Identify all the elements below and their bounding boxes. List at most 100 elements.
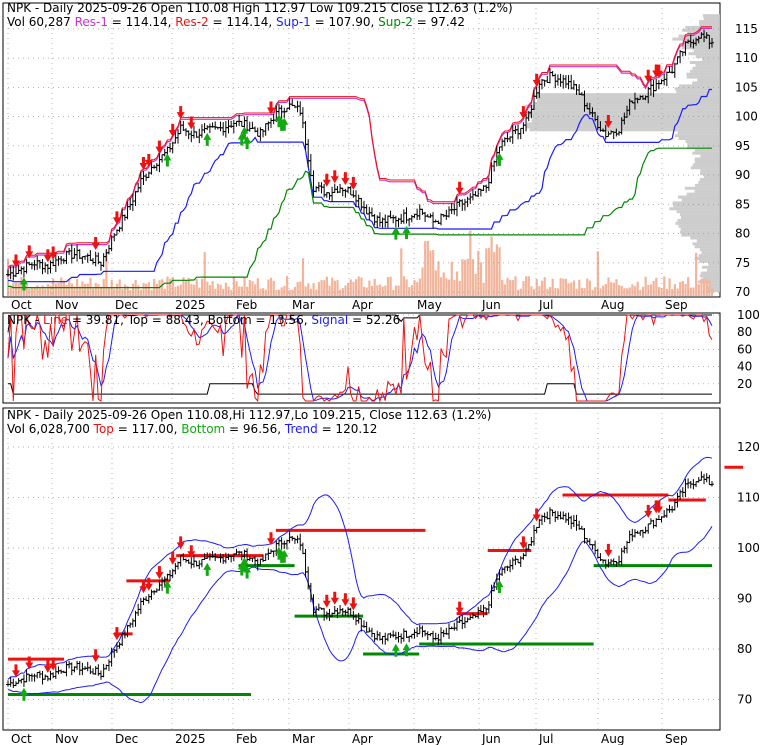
trend-x-tick-label: Oct	[11, 732, 32, 745]
volume-profile-bar	[677, 218, 720, 222]
volume-bar	[38, 288, 42, 296]
sell-arrow	[519, 106, 528, 120]
volume-bar	[386, 277, 390, 296]
trend-sell-arrow	[155, 566, 164, 580]
trend-y-tick-label: 80	[737, 642, 752, 656]
sell-arrow	[187, 116, 196, 130]
volume-bar	[564, 278, 568, 296]
volume-profile-bar	[690, 166, 720, 170]
volume-bar	[49, 285, 52, 296]
price-header-line1: NPK - Daily 2025-09-26 Open 110.08 High …	[7, 1, 513, 15]
volume-bar	[687, 277, 690, 296]
price-y-tick-label: 100	[735, 110, 758, 124]
trend-sell-arrow	[187, 545, 196, 559]
sell-arrow	[341, 172, 350, 186]
sell-arrow	[532, 73, 541, 87]
price-legend-run-1: Res-1	[75, 15, 108, 29]
volume-profile-bar	[706, 289, 720, 293]
volume-bar	[187, 277, 190, 296]
sell-arrow	[91, 237, 100, 251]
volume-bar	[81, 281, 84, 296]
trend-sell-arrow	[349, 597, 358, 611]
volume-profile-bar	[676, 210, 720, 214]
volume-bar	[647, 285, 650, 296]
volume-bar	[453, 280, 456, 296]
volume-bar	[65, 284, 68, 296]
volume-bar	[607, 277, 610, 296]
trend-sell-arrow	[519, 536, 528, 550]
volume-profile-bar	[692, 81, 720, 85]
volume-profile-bar	[694, 189, 720, 193]
volume-bar	[450, 261, 453, 296]
volume-bar	[288, 289, 291, 296]
volume-bar	[649, 284, 653, 296]
volume-bar	[540, 280, 544, 296]
volume-bar	[503, 284, 506, 296]
price-x-axis: Oct Nov Dec 2025 Feb Mar Apr May Jun Jul Aug Sep	[11, 298, 688, 312]
volume-profile-bar	[684, 186, 720, 190]
volume-bar	[352, 281, 355, 296]
volume-bar	[711, 288, 714, 296]
volume-bar	[437, 261, 440, 296]
volume-bar	[296, 282, 299, 296]
volume-profile-bar	[677, 195, 720, 199]
volume-bar	[392, 289, 395, 296]
volume-profile-bar	[698, 254, 720, 258]
price-x-tick-label: Aug	[601, 298, 624, 312]
volume-bar	[495, 244, 499, 296]
volume-bar	[270, 277, 273, 296]
volume-bar	[421, 267, 424, 296]
volume-profile-bar	[700, 154, 720, 158]
volume-bar	[84, 283, 87, 296]
volume-bar	[546, 288, 549, 296]
trend-legend-run-2: = 117.00,	[114, 422, 181, 436]
volume-bar	[522, 281, 525, 296]
sell-arrow	[654, 64, 663, 78]
volume-bar	[211, 281, 214, 296]
volume-bar	[20, 276, 23, 296]
volume-bar	[514, 276, 517, 296]
volume-bar	[498, 247, 501, 296]
volume-bar	[365, 287, 368, 296]
volume-bar	[131, 283, 135, 296]
volume-bar	[251, 281, 254, 296]
volume-bar	[107, 287, 111, 296]
volume-bar	[376, 285, 379, 296]
volume-profile-bar	[699, 274, 720, 278]
volume-bar	[256, 278, 259, 296]
volume-bar	[190, 284, 193, 296]
volume-bar	[285, 276, 289, 296]
volume-profile-bar	[694, 160, 720, 164]
volume-bar	[46, 284, 50, 296]
oscillator-legend-run-2: = 39.81,	[68, 313, 128, 327]
trend-lines	[7, 456, 713, 704]
sell-arrow	[139, 157, 148, 171]
volume-bar	[394, 285, 398, 296]
price-x-tick-label: Jul	[538, 298, 553, 312]
volume-bar	[349, 279, 352, 296]
volume-bar	[692, 287, 695, 296]
volume-profile-bar	[686, 75, 720, 79]
volume-bar	[389, 276, 392, 296]
volume-profile-bar	[707, 268, 720, 272]
buy-arrow	[243, 136, 252, 150]
volume-bar	[535, 278, 538, 296]
trend-legend-run-4: = 96.56,	[225, 422, 285, 436]
volume-bar	[224, 282, 228, 296]
volume-bar	[602, 285, 605, 296]
volume-profile-bar	[537, 99, 720, 103]
sell-arrow	[604, 114, 613, 128]
volume-bar	[578, 279, 581, 296]
volume-bar	[355, 279, 358, 296]
oscillator-legend-run-6: = 13.56,	[252, 313, 312, 327]
volume-profile-bar	[702, 277, 720, 281]
volume-bar	[583, 288, 586, 296]
volume-bar	[402, 276, 406, 296]
volume-profile-bar	[677, 131, 720, 135]
sell-arrow	[43, 249, 52, 263]
volume-profile-bar	[703, 175, 720, 179]
volume-bar	[70, 283, 73, 296]
volume-bar	[615, 279, 618, 296]
volume-bar	[137, 285, 140, 296]
oscillator-y-tick-label: 40	[737, 360, 752, 374]
